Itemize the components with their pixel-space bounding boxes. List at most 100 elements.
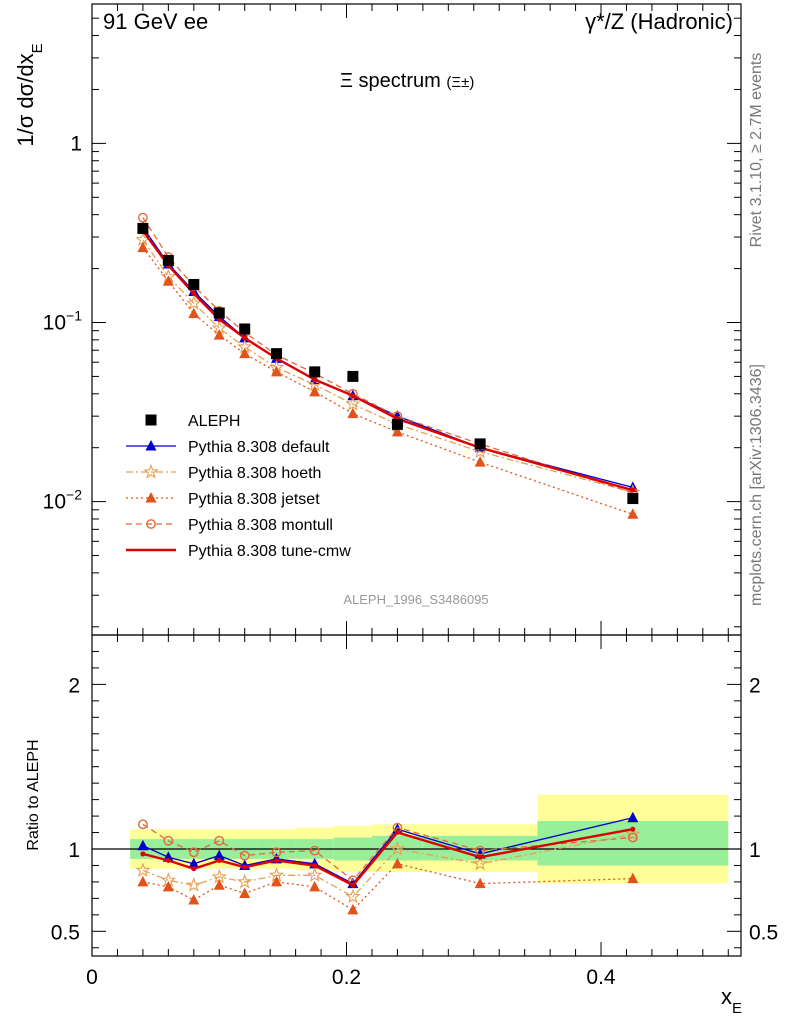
ratio-series-1-point bbox=[389, 840, 406, 856]
ratio-series-4-point bbox=[394, 830, 400, 836]
ratio-series-2-point bbox=[347, 903, 359, 915]
main-series-3-point bbox=[474, 456, 486, 467]
legend-item: Pythia 8.308 default bbox=[126, 439, 330, 456]
ratio-series-1-line bbox=[142, 833, 633, 898]
main-series-0-point bbox=[213, 307, 225, 319]
main-y-tick-label-base: 1 bbox=[70, 132, 82, 155]
main-y-axis-title-sub: E bbox=[29, 43, 46, 53]
ratio-series-3-point bbox=[163, 835, 174, 846]
main-series-3-point bbox=[391, 425, 403, 437]
ratio-series-4-point bbox=[140, 851, 146, 857]
main-series-0-point bbox=[188, 278, 200, 290]
header-left: 91 GeV ee bbox=[103, 9, 208, 34]
main-series-3-point bbox=[309, 385, 321, 397]
ratio-series-3-point bbox=[309, 845, 320, 856]
x-axis-title-sub: E bbox=[732, 1000, 742, 1017]
ratio-y-tick-label-right: 1 bbox=[749, 839, 761, 862]
main-series-5-point bbox=[630, 487, 636, 493]
ratio-y-tick-label: 2 bbox=[68, 674, 80, 697]
legend-item: Pythia 8.308 tune-cmw bbox=[126, 543, 351, 560]
main-series-5-point bbox=[242, 335, 248, 341]
legend-swatch-marker bbox=[145, 440, 157, 451]
ratio-series-2-point bbox=[309, 880, 321, 892]
ratio-series-0-point bbox=[137, 839, 149, 851]
main-series-5-point bbox=[312, 377, 318, 383]
legend-item: Pythia 8.308 hoeth bbox=[126, 463, 321, 482]
header-right: γ*/Z (Hadronic) bbox=[585, 9, 733, 34]
main-title-text: Ξ spectrum bbox=[340, 70, 441, 92]
ratio-series-1-point bbox=[472, 855, 488, 871]
main-y-tick-label-base: 10 bbox=[43, 311, 66, 334]
x-tick-label: 0.2 bbox=[332, 966, 361, 989]
ratio-series-2-point bbox=[271, 875, 283, 887]
ratio-series-2-point bbox=[188, 894, 200, 905]
ratio-y-tick-label: 0.5 bbox=[51, 921, 80, 944]
main-series-3-point bbox=[188, 307, 200, 319]
ratio-y-axis-title: Ratio to ALEPH bbox=[25, 739, 42, 850]
ratio-series-3-point bbox=[239, 850, 250, 861]
ratio-series-1-point bbox=[625, 826, 641, 841]
ratio-series-2-line bbox=[142, 863, 633, 911]
main-series-0-point bbox=[137, 222, 149, 234]
main-y-tick-label-exp: −1 bbox=[66, 307, 82, 323]
main-series-3-point bbox=[162, 275, 174, 286]
rivet-label: Rivet 3.1.10, ≥ 2.7M events bbox=[748, 53, 765, 248]
legend-label: Pythia 8.308 default bbox=[188, 439, 330, 456]
ratio-series-1-point bbox=[186, 877, 202, 892]
ratio-series-4-point bbox=[274, 858, 280, 864]
ratio-series-1-point bbox=[237, 873, 253, 889]
ratio-panel: 0.5 0.5 1 1 2 2 0 0.2 0.4 bbox=[51, 634, 778, 989]
legend-item: ALEPH bbox=[145, 413, 240, 430]
main-series-3-point bbox=[239, 347, 251, 359]
main-series-0-point bbox=[239, 323, 251, 335]
legend-swatch-marker bbox=[145, 414, 157, 426]
x-axis-title: xE bbox=[721, 984, 742, 1017]
ratio-series-1-point bbox=[345, 888, 361, 904]
main-series-3-point bbox=[137, 241, 149, 253]
legend: ALEPH Pythia 8.308 default Pythia 8.308 ho… bbox=[126, 413, 351, 560]
ratio-y-tick-label-right: 2 bbox=[749, 674, 761, 697]
main-y-tick-label: 10−1 bbox=[43, 307, 83, 334]
ratio-series-4-point bbox=[242, 864, 248, 870]
ratio-series-4-point bbox=[477, 854, 483, 860]
main-y-axis-title: 1/σ dσ/dxE bbox=[13, 43, 46, 146]
legend-label: Pythia 8.308 montull bbox=[188, 517, 333, 534]
legend-swatch-marker bbox=[145, 492, 157, 503]
main-series-0-point bbox=[347, 370, 359, 382]
legend-item: Pythia 8.308 jetset bbox=[126, 491, 320, 508]
x-tick-label: 0.4 bbox=[586, 966, 616, 989]
ratio-series-2-point bbox=[213, 879, 225, 890]
main-series-3-point bbox=[271, 365, 283, 377]
ratio-y-tick-label: 1 bbox=[68, 839, 80, 862]
ratio-inner-band bbox=[371, 835, 423, 861]
ratio-series-0-point bbox=[188, 857, 200, 869]
ratio-series-3-point bbox=[138, 819, 148, 830]
ratio-series-3-point bbox=[271, 847, 282, 858]
main-title: Ξ spectrum (Ξ±) bbox=[340, 70, 474, 92]
main-series-4-point bbox=[138, 212, 148, 223]
main-series-3-point bbox=[213, 329, 225, 340]
main-series-3-point bbox=[347, 407, 359, 419]
ratio-series-4-point bbox=[350, 882, 356, 888]
ratio-series-3-point bbox=[627, 832, 638, 843]
ratio-series-4-point bbox=[165, 858, 171, 864]
ratio-series-2-point bbox=[137, 875, 149, 887]
ratio-series-0-point bbox=[213, 849, 225, 861]
x-tick-label: 0 bbox=[86, 966, 98, 989]
x-axis-title-text: x bbox=[721, 984, 732, 1009]
mcplots-label: mcplots.cern.ch [arXiv:1306.3436] bbox=[748, 364, 765, 606]
ratio-series-2-point bbox=[239, 887, 251, 898]
ratio-series-2-point bbox=[391, 857, 403, 869]
ratio-series-1-point bbox=[307, 867, 323, 882]
ratio-series-2-point bbox=[162, 880, 174, 892]
main-series-0-point bbox=[309, 366, 321, 378]
ratio-y-tick-label-right: 0.5 bbox=[749, 921, 778, 944]
legend-label: Pythia 8.308 jetset bbox=[188, 491, 320, 508]
main-frame bbox=[91, 3, 742, 636]
ratio-series-3-point bbox=[214, 835, 225, 846]
main-series-2-point bbox=[345, 396, 361, 411]
main-series-0-point bbox=[162, 254, 174, 266]
legend-label: ALEPH bbox=[188, 413, 240, 430]
main-series-3-point bbox=[627, 508, 639, 519]
